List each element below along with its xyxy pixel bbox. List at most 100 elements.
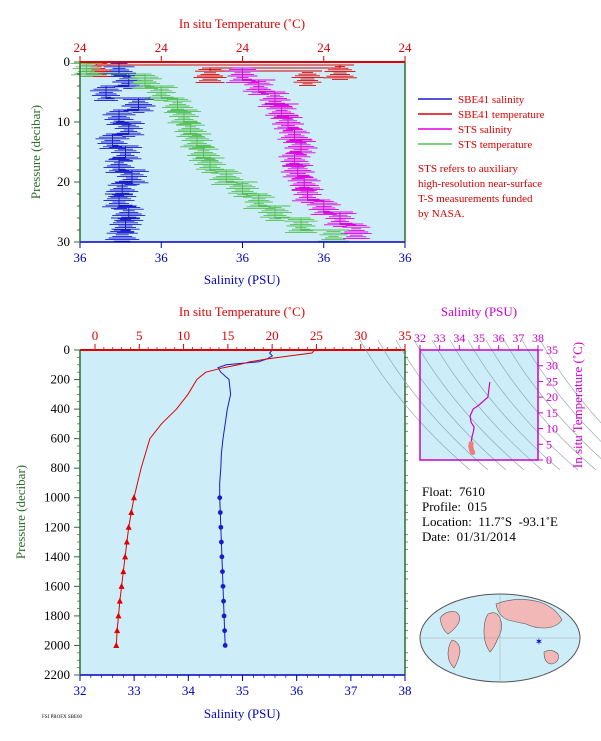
top-panel-bottom-tick-label: 36 [155, 250, 169, 265]
ts-top-tick-label: 37 [512, 331, 524, 345]
main-panel-left-tick-label: 1400 [44, 549, 70, 564]
top-panel-series-line [95, 62, 341, 72]
map-land-eurasia [495, 599, 563, 629]
top-panel-left-tick-label: 20 [57, 174, 70, 189]
ts-series-group [468, 382, 491, 456]
map-land-americas-south [447, 639, 461, 669]
temperature-point [113, 641, 120, 648]
map-land-australia [543, 650, 559, 665]
ts-right-tick-label: 30 [546, 359, 558, 373]
main-panel-left-tick-label: 200 [51, 372, 71, 387]
main-panel-bottom-axis-title: Salinity (PSU) [204, 706, 280, 721]
temperature-point [122, 553, 129, 560]
legend-note-line: STS refers to auxiliary [418, 163, 518, 175]
salinity-point [217, 495, 223, 501]
top-panel-bottom-tick-label: 36 [236, 250, 250, 265]
top-panel-series-line [105, 62, 139, 231]
top-panel-ticks: 24 24 24 24 24 36 36 36 36 36 0 10 20 30 [57, 40, 412, 265]
salinity-point [220, 569, 225, 574]
temperature-profile-line [115, 349, 316, 646]
profile-line: Profile: 015 [422, 499, 487, 514]
main-panel-top-axis-title: In situ Temperature (˚C) [179, 304, 305, 319]
salinity-point [218, 524, 224, 530]
main-panel-bottom-tick-label: 38 [399, 683, 412, 698]
temperature-point [114, 627, 121, 634]
ts-panel-top-axis-title: Salinity (PSU) [441, 304, 517, 319]
salinity-point [222, 628, 228, 634]
main-panel-ticks: 0 5 10 15 20 25 30 35 32 33 34 35 36 37 38 0 200 400 600 80… [44, 328, 412, 698]
main-panel-left-axis-title: Pressure (decibar) [13, 465, 28, 559]
main-panel-left-tick-label: 400 [51, 401, 71, 416]
legend: SBE41 salinity SBE41 temperature STS salin… [418, 94, 545, 151]
main-panel-top-tick-label: 20 [266, 328, 279, 343]
legend-label: STS temperature [458, 139, 532, 151]
main-panel-left-tick-label: 2000 [44, 637, 70, 652]
ts-isopycnals [359, 339, 601, 471]
top-panel-left-tick-label: 0 [64, 54, 71, 69]
legend-note-line: T-S measurements funded [418, 193, 533, 205]
top-panel: 24 24 24 24 24 36 36 36 36 36 0 10 20 30 In situ Temp… [28, 16, 412, 287]
ts-point [470, 449, 476, 456]
isopycnal-line [431, 339, 543, 471]
float-line: Float: 7610 [422, 484, 485, 499]
main-panel-bottom-tick-label: 33 [128, 683, 141, 698]
top-panel-left-tick-label: 10 [57, 114, 70, 129]
main-panel-bottom-tick-label: 36 [290, 683, 304, 698]
float-info: Float: 7610 Profile: 015 Location: 11.7˚… [422, 484, 558, 544]
map-land-americas-north [439, 611, 460, 635]
legend-note: STS refers to auxiliary high-resolution … [418, 162, 588, 222]
main-panel-left-tick-label: 800 [51, 460, 71, 475]
isopycnal-line [413, 339, 525, 471]
isopycnal-line [395, 339, 507, 471]
ts-right-tick-label: 0 [546, 453, 552, 467]
salinity-point [222, 643, 228, 648]
top-panel-top-axis-title: In situ Temperature (˚C) [179, 16, 305, 31]
top-panel-top-tick-label: 24 [317, 40, 331, 55]
main-panel-bottom-tick-label: 32 [74, 683, 87, 698]
main-plot-area [80, 350, 405, 675]
top-panel-top-tick-label: 24 [155, 40, 169, 55]
main-panel-left-tick-label: 600 [51, 431, 71, 446]
ts-right-tick-label: 15 [546, 406, 558, 420]
main-panel-bottom-tick-label: 34 [182, 683, 196, 698]
isopycnal-line [521, 339, 601, 442]
ts-top-tick-label: 38 [532, 331, 544, 345]
main-panel-top-tick-label: 25 [310, 328, 323, 343]
world-map: ✶ [419, 593, 581, 683]
temperature-point [116, 597, 123, 604]
main-panel-top-tick-label: 0 [92, 328, 99, 343]
ts-right-tick-label: 5 [546, 437, 552, 451]
main-panel-bottom-tick-label: 35 [236, 683, 249, 698]
top-panel-left-axis-title: Pressure (decibar) [28, 105, 43, 199]
ts-right-tick-label: 35 [546, 343, 558, 357]
salinity-point [220, 583, 226, 589]
main-panel: 0 5 10 15 20 25 30 35 32 33 34 35 36 37 38 0 200 400 600 80… [13, 304, 412, 721]
salinity-point [219, 554, 225, 560]
main-series-group [113, 349, 316, 648]
top-panel-top-tick-label: 24 [236, 40, 250, 55]
temperature-point [130, 494, 137, 501]
salinity-point [221, 613, 227, 619]
temperature-point [115, 612, 122, 619]
main-panel-left-tick-label: 1600 [44, 578, 70, 593]
top-panel-bottom-tick-label: 36 [399, 250, 413, 265]
ts-right-tick-label: 20 [546, 390, 558, 404]
ts-top-tick-label: 35 [473, 331, 485, 345]
legend-label: STS salinity [458, 124, 513, 136]
main-panel-left-tick-label: 1800 [44, 608, 70, 623]
main-panel-top-tick-label: 35 [399, 328, 412, 343]
temperature-point [120, 568, 127, 575]
ts-top-tick-label: 34 [453, 331, 465, 345]
ts-panel-right-axis-title: In situ Temperature (˚C) [570, 342, 585, 468]
main-panel-top-tick-label: 5 [136, 328, 143, 343]
main-panel-top-tick-label: 30 [354, 328, 367, 343]
footer-small-label: FSI PROFX SBE60 [42, 715, 83, 720]
top-panel-bottom-axis-title: Salinity (PSU) [204, 272, 280, 287]
top-panel-bottom-tick-label: 36 [317, 250, 331, 265]
location-line: Location: 11.7˚S -93.1˚E [422, 514, 558, 529]
temperature-point [123, 538, 130, 545]
isopycnal-line [503, 339, 601, 459]
temperature-point [118, 582, 125, 589]
